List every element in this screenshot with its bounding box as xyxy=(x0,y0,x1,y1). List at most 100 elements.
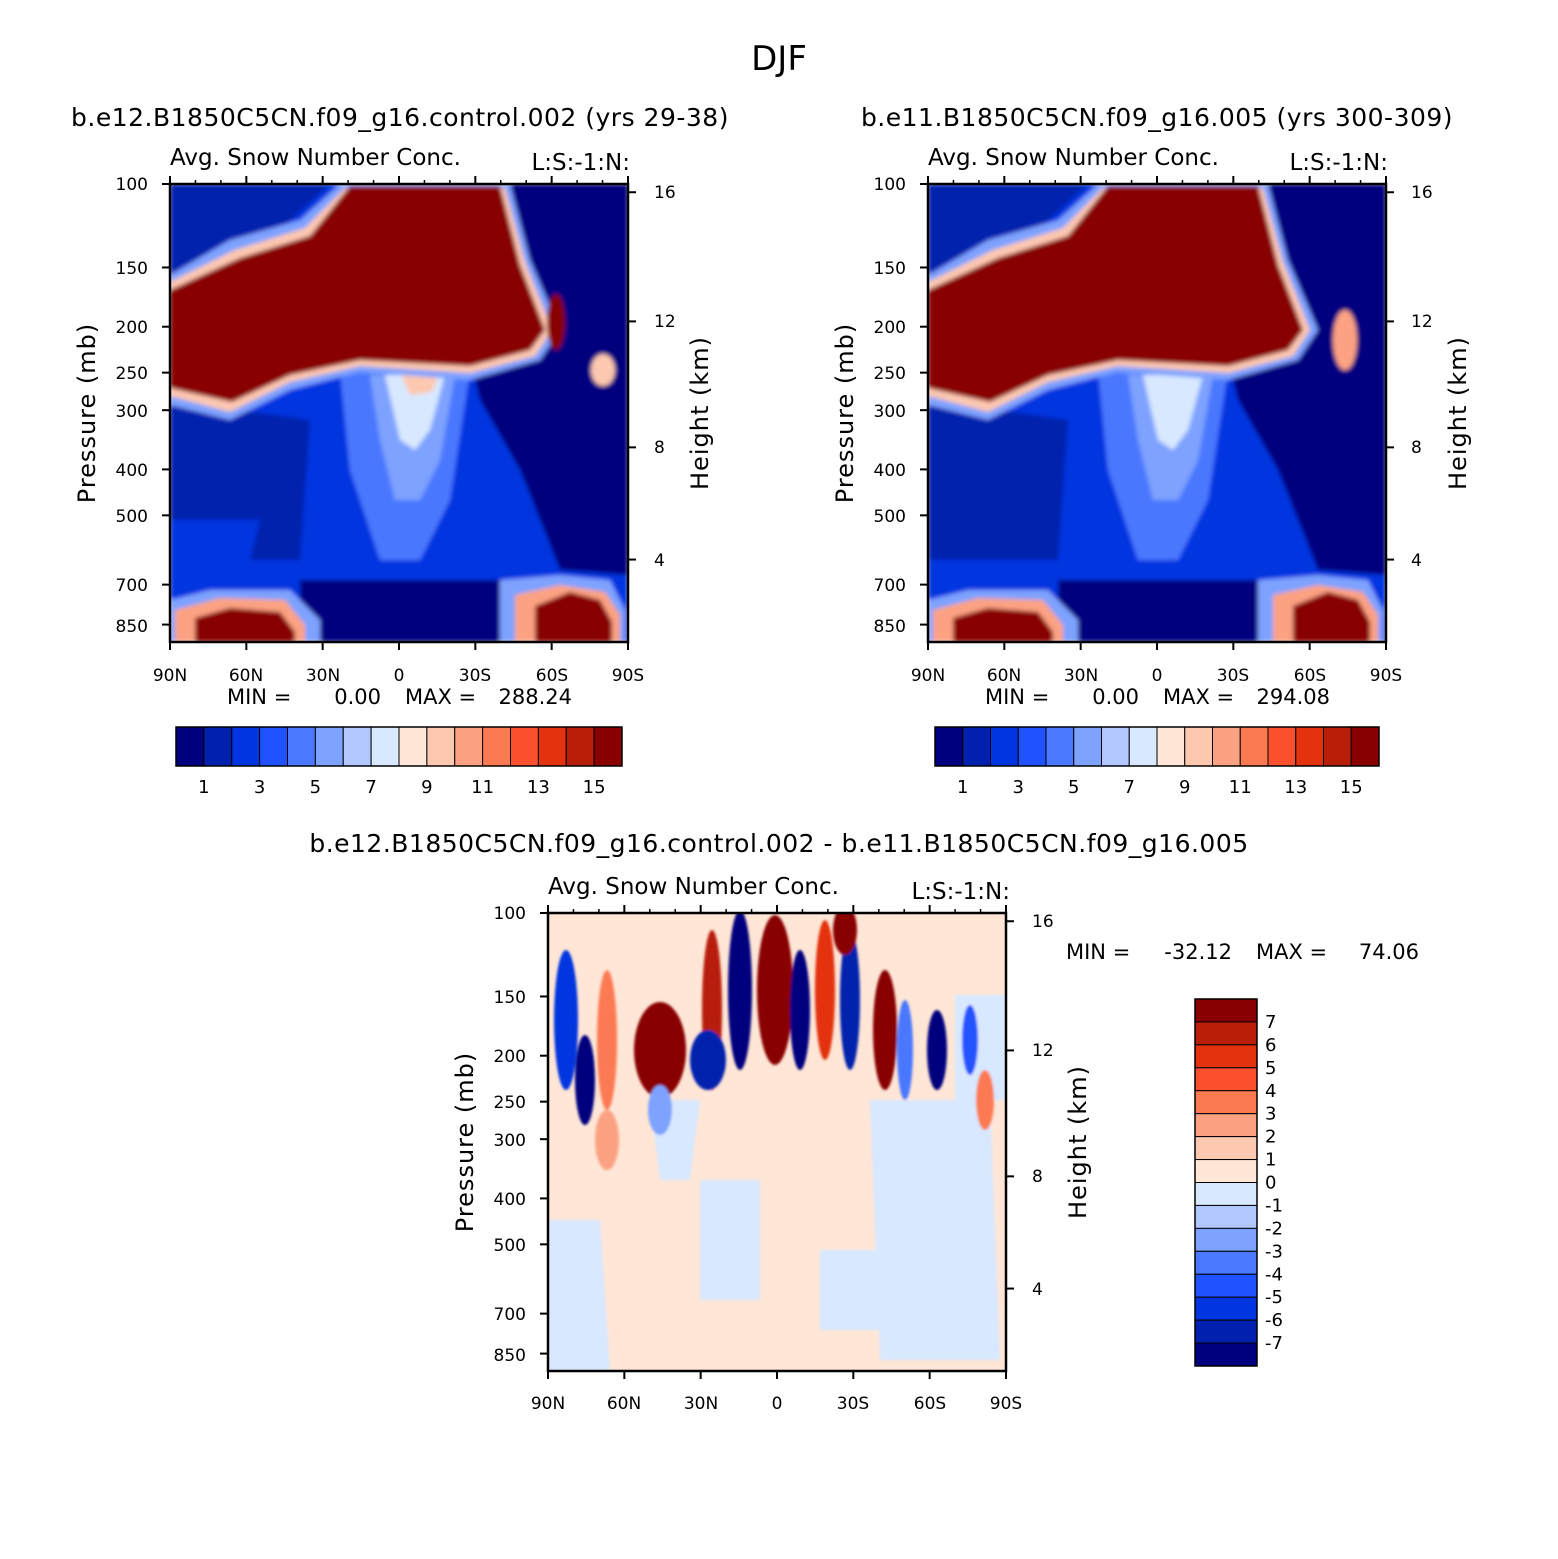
colorbar-label: 13 xyxy=(527,777,550,798)
x-tick-label: 0 xyxy=(1152,666,1163,686)
y-axis-label: Pressure (mb) xyxy=(73,323,101,503)
y-tick-label: 100 xyxy=(874,175,906,195)
y-tick-label: 300 xyxy=(116,402,148,422)
x-tick-label: 90S xyxy=(1370,666,1402,686)
y-right-axis-label: Height (km) xyxy=(1064,1065,1092,1219)
colorbar-label: 15 xyxy=(583,777,606,798)
height-tick-label: 12 xyxy=(1032,1041,1054,1061)
panel-control: b.e12.B1850C5CN.f09_g16.control.002 (yrs… xyxy=(71,103,729,709)
colorbar-label: 2 xyxy=(1265,1127,1276,1148)
colorbar-box xyxy=(231,726,261,767)
colorbar-box xyxy=(1212,726,1241,767)
x-tick-label: 90N xyxy=(153,666,187,686)
y-tick-label: 850 xyxy=(874,617,906,637)
colorbar-box xyxy=(1267,726,1297,767)
y-tick-label: 250 xyxy=(494,1093,526,1113)
x-axis: 90N 60N 30N 0 30S 60S 90S xyxy=(153,666,644,686)
x-tick-label: 60N xyxy=(229,666,263,686)
variable-suffix: L:S:-1:N: xyxy=(911,879,1010,905)
colorbar-box xyxy=(426,726,456,767)
colorbar-label: -7 xyxy=(1265,1333,1283,1354)
colorbar-box xyxy=(259,726,288,767)
left-axis: 100 150 200 250 300 400 500 700 850 xyxy=(874,175,906,637)
colorbar-label: 11 xyxy=(471,777,494,798)
x-tick-label: 60S xyxy=(914,1394,946,1414)
colorbar-box xyxy=(1156,726,1186,767)
colorbar-label: -5 xyxy=(1265,1287,1283,1308)
colorbar-label: -3 xyxy=(1265,1241,1283,1262)
figure-title: DJF xyxy=(751,39,807,79)
panel-title: b.e12.B1850C5CN.f09_g16.control.002 (yrs… xyxy=(71,103,729,132)
stats: MIN = -32.12 MAX = 74.06 xyxy=(1066,940,1419,964)
x-axis: 90N 60N 30N 0 30S 60S 90S xyxy=(531,1394,1022,1414)
y-tick-label: 500 xyxy=(494,1236,526,1256)
colorbar-box xyxy=(1017,726,1047,767)
y-tick-label: 400 xyxy=(116,461,148,481)
panel-reference: b.e11.B1850C5CN.f09_g16.005 (yrs 300-309… xyxy=(831,103,1472,709)
contour-field xyxy=(928,184,1386,642)
y-tick-label: 500 xyxy=(874,507,906,527)
colorbar-frame xyxy=(175,726,623,767)
x-tick-label: 30N xyxy=(306,666,340,686)
height-tick-label: 4 xyxy=(1032,1280,1043,1300)
y-tick-label: 200 xyxy=(874,318,906,338)
colorbar-label: 1 xyxy=(198,777,209,798)
colorbar-label: -2 xyxy=(1265,1218,1283,1239)
colorbar-box xyxy=(1194,1204,1258,1229)
colorbar-box xyxy=(1184,726,1213,767)
height-tick-label: 16 xyxy=(654,183,676,203)
y-tick-label: 150 xyxy=(116,259,148,279)
colorbar-box xyxy=(565,726,595,767)
x-tick-label: 90N xyxy=(911,666,945,686)
height-tick-label: 12 xyxy=(654,312,676,332)
max-value: 288.24 xyxy=(499,685,572,709)
colorbar-box xyxy=(482,726,511,767)
x-tick-label: 60N xyxy=(987,666,1021,686)
y-tick-label: 200 xyxy=(494,1047,526,1067)
height-tick-label: 8 xyxy=(654,438,665,458)
colorbar-label: 5 xyxy=(1068,777,1079,798)
variable-suffix: L:S:-1:N: xyxy=(531,150,630,176)
colorbar-box xyxy=(1194,1227,1258,1252)
colorbar-label: 4 xyxy=(1265,1081,1276,1102)
colorbar-box xyxy=(175,726,205,767)
colorbar-label: 7 xyxy=(1124,777,1135,798)
colorbar-box xyxy=(1194,998,1258,1023)
height-tick-label: 8 xyxy=(1032,1167,1043,1187)
right-axis: 16 12 8 4 xyxy=(1411,183,1433,571)
colorbar-box xyxy=(342,726,372,767)
colorbar-label: 11 xyxy=(1229,777,1252,798)
max-label: MAX = xyxy=(405,685,476,709)
y-tick-label: 200 xyxy=(116,318,148,338)
colorbar-label: 13 xyxy=(1284,777,1307,798)
left-axis: 100 150 200 250 300 400 500 700 850 xyxy=(116,175,148,637)
colorbar-box xyxy=(1101,726,1130,767)
colorbar-label: 3 xyxy=(1265,1104,1276,1125)
height-tick-label: 12 xyxy=(1411,312,1433,332)
height-tick-label: 8 xyxy=(1411,438,1422,458)
colorbar-box xyxy=(1323,726,1352,767)
colorbar-label: 7 xyxy=(365,777,376,798)
y-tick-label: 250 xyxy=(116,364,148,384)
y-tick-label: 100 xyxy=(116,175,148,195)
x-tick-label: 30S xyxy=(459,666,491,686)
colorbar-label: 1 xyxy=(957,777,968,798)
colorbar-control: 1 3 5 7 9 11 13 15 xyxy=(175,726,623,798)
variable-name: Avg. Snow Number Conc. xyxy=(170,145,461,171)
colorbar-label: -4 xyxy=(1265,1264,1283,1285)
colorbar-label: -1 xyxy=(1265,1195,1283,1216)
height-tick-label: 16 xyxy=(1032,912,1054,932)
colorbar-box xyxy=(1194,1250,1258,1275)
x-tick-label: 0 xyxy=(394,666,405,686)
colorbar-box xyxy=(1073,726,1102,767)
max-value: 74.06 xyxy=(1359,940,1419,964)
min-label: MIN = xyxy=(1066,940,1130,964)
colorbar-box xyxy=(1194,1182,1258,1206)
colorbar-label: 3 xyxy=(254,777,265,798)
x-tick-label: 60N xyxy=(607,1394,641,1414)
colorbar-box xyxy=(962,726,991,767)
x-tick-label: 60S xyxy=(1294,666,1326,686)
colorbar-label: 5 xyxy=(310,777,321,798)
colorbar-box xyxy=(1295,726,1324,767)
